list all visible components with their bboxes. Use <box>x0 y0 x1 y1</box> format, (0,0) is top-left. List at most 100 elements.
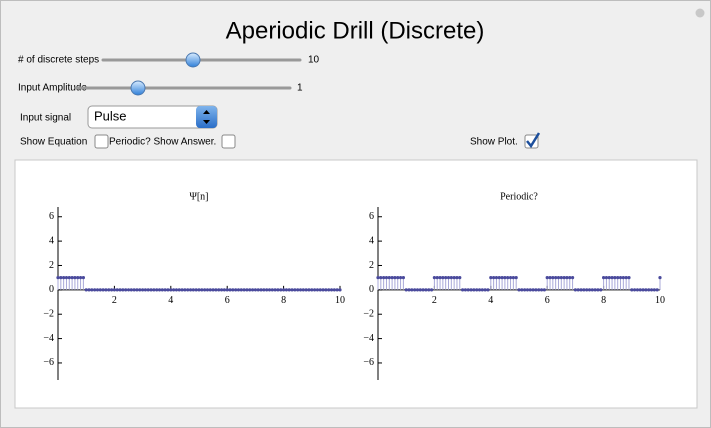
point <box>531 288 535 292</box>
stem-point <box>537 288 541 292</box>
point <box>231 288 235 292</box>
stem-point <box>489 276 493 290</box>
point <box>613 276 617 280</box>
stem-point <box>587 288 592 292</box>
stem-point <box>565 276 569 290</box>
stem-point <box>115 288 119 292</box>
point <box>517 288 521 292</box>
stem-point <box>624 276 628 290</box>
stem-point <box>81 276 85 290</box>
stem-point <box>528 288 532 292</box>
stem-point <box>307 288 311 292</box>
stem-point <box>641 288 645 292</box>
point <box>455 276 459 280</box>
point <box>56 276 60 280</box>
plots: Ψ[n] −6 −4 −2 0 2 4 6 2 4 6 8 10 Periodic? −6 −4 −2 0 2 4 6 2… <box>43 191 665 380</box>
point <box>616 276 620 280</box>
point <box>318 288 322 292</box>
checkmark <box>526 132 541 149</box>
stem-point <box>276 288 280 292</box>
stem-point <box>508 276 513 290</box>
point <box>242 288 246 292</box>
point <box>276 288 280 292</box>
close-button[interactable] <box>695 8 705 18</box>
point <box>186 288 190 292</box>
y-tick-label: 0 <box>49 284 54 295</box>
point <box>492 276 496 280</box>
point <box>390 276 394 280</box>
stem-point <box>298 288 303 292</box>
stem-point <box>455 276 459 290</box>
point <box>296 288 300 292</box>
stem-point <box>554 276 558 290</box>
point <box>585 288 589 292</box>
point <box>332 288 336 292</box>
stem-point <box>548 276 552 290</box>
checkbox[interactable] <box>221 134 236 149</box>
point <box>649 288 654 292</box>
point <box>429 288 434 292</box>
title: Aperiodic Drill (Discrete) <box>226 17 485 44</box>
stem-point <box>172 288 176 292</box>
show-equation-label: Show Equation <box>20 137 87 148</box>
point <box>570 276 575 280</box>
stem-point <box>500 276 504 290</box>
point <box>472 288 476 292</box>
stem-point <box>466 288 470 292</box>
stem-point <box>582 288 586 292</box>
stem-point <box>90 288 94 292</box>
stem-point <box>160 288 164 292</box>
stem-point <box>477 288 482 292</box>
y-tick-label: −4 <box>43 333 54 344</box>
x-tick-label: 10 <box>335 295 345 306</box>
point <box>129 288 133 292</box>
stem-point <box>525 288 530 292</box>
stem-point <box>109 288 114 292</box>
point <box>149 288 153 292</box>
stem-point <box>401 276 405 290</box>
point <box>138 288 142 292</box>
stem-point <box>239 288 243 292</box>
point <box>508 276 513 280</box>
stem-point <box>98 288 102 292</box>
signal-label: Input signal <box>20 113 71 124</box>
point <box>152 288 156 292</box>
stem-point <box>415 288 420 292</box>
point <box>438 276 442 280</box>
checkbox[interactable] <box>94 134 109 149</box>
point <box>525 288 530 292</box>
point <box>520 288 524 292</box>
stem-point <box>327 288 331 292</box>
stem-point <box>180 288 184 292</box>
popup-arrows[interactable] <box>196 106 217 128</box>
point <box>652 288 656 292</box>
stem-point <box>576 288 580 292</box>
point <box>556 276 561 280</box>
point <box>315 288 320 292</box>
point <box>211 288 215 292</box>
slider-thumb[interactable] <box>185 52 201 68</box>
stem-point <box>279 288 283 292</box>
stem-point <box>245 288 249 292</box>
stem-point <box>376 276 380 290</box>
stem-point <box>203 288 207 292</box>
stem-point <box>658 276 662 290</box>
point <box>633 288 637 292</box>
point <box>539 288 544 292</box>
stem-point <box>404 288 408 292</box>
point <box>387 276 391 280</box>
stem-point <box>107 288 111 292</box>
stem-point <box>290 288 294 292</box>
stem-point <box>124 288 128 292</box>
point <box>647 288 651 292</box>
point <box>67 276 71 280</box>
slider-thumb[interactable] <box>130 80 146 96</box>
point <box>573 288 578 292</box>
y-tick-label: −6 <box>43 357 54 368</box>
point <box>421 288 425 292</box>
point <box>407 288 411 292</box>
stem-point <box>438 276 442 290</box>
y-tick-label: 2 <box>369 260 374 271</box>
stem-point <box>534 288 538 292</box>
stem-point <box>208 288 212 292</box>
